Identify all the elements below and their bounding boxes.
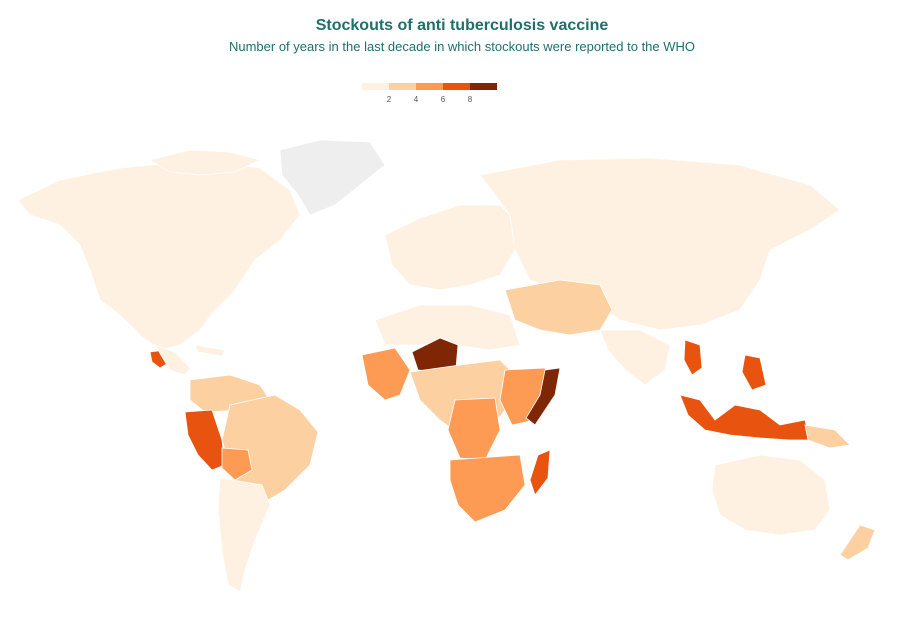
- legend-swatch-3: [443, 83, 470, 90]
- region-north-america[interactable]: [17, 159, 301, 351]
- region-new-zealand[interactable]: [839, 524, 876, 561]
- region-indonesia[interactable]: [679, 394, 811, 441]
- region-bolivia[interactable]: [221, 447, 253, 481]
- region-drc[interactable]: [447, 397, 501, 461]
- region-papua[interactable]: [804, 424, 851, 449]
- region-madagascar[interactable]: [529, 449, 551, 496]
- legend-swatch-1: [389, 83, 416, 90]
- legend-tick-2: 2: [386, 95, 392, 104]
- region-greenland[interactable]: [279, 139, 386, 216]
- legend-swatch-2: [416, 83, 443, 90]
- region-central-america[interactable]: [154, 344, 191, 376]
- region-south-asia[interactable]: [599, 329, 671, 386]
- region-southern-africa[interactable]: [449, 454, 526, 523]
- region-arctic-islands[interactable]: [148, 149, 262, 176]
- legend-tick-8: 8: [467, 95, 473, 104]
- region-caribbean[interactable]: [194, 344, 226, 357]
- legend-swatch-4: [470, 83, 497, 90]
- legend-tick-6: 6: [440, 95, 446, 104]
- legend-swatch-0: [362, 83, 389, 90]
- chart-subtitle: Number of years in the last decade in wh…: [228, 39, 696, 54]
- color-legend: 2 4 6 8: [362, 83, 502, 113]
- chart-title: Stockouts of anti tuberculosis vaccine: [315, 17, 609, 34]
- region-europe[interactable]: [384, 204, 521, 291]
- region-philippines[interactable]: [741, 354, 767, 391]
- legend-tick-4: 4: [413, 95, 419, 104]
- region-middle-east[interactable]: [504, 279, 613, 336]
- region-somalia[interactable]: [525, 367, 561, 426]
- region-peru[interactable]: [184, 409, 226, 471]
- region-north-africa[interactable]: [374, 304, 521, 351]
- region-australia[interactable]: [711, 454, 831, 536]
- region-southeast-asia[interactable]: [683, 339, 703, 376]
- region-southern-south-america[interactable]: [217, 477, 271, 593]
- world-map: [17, 139, 876, 593]
- region-west-africa[interactable]: [361, 347, 411, 401]
